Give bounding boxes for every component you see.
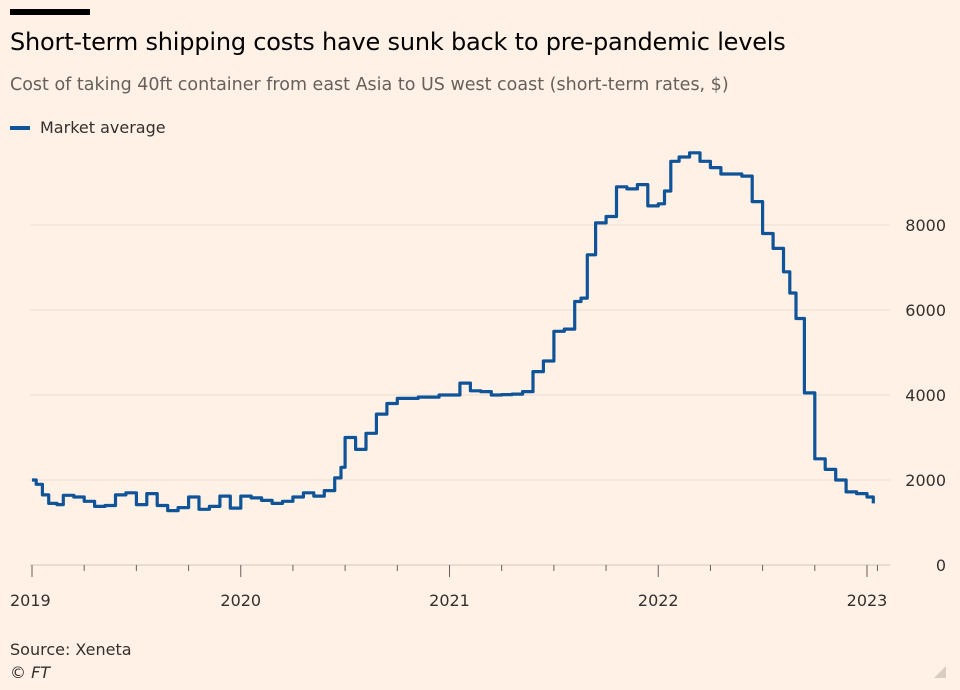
brand-bar bbox=[10, 9, 90, 15]
x-tick-label: 2023 bbox=[847, 591, 888, 610]
source-note: Source: Xeneta bbox=[10, 640, 132, 659]
x-tick-label: 2019 bbox=[10, 591, 51, 610]
legend: Market average bbox=[10, 118, 166, 137]
x-tick-label: 2020 bbox=[220, 591, 261, 610]
y-tick-label: 4000 bbox=[905, 386, 946, 405]
copyright-note: © FT bbox=[10, 663, 51, 682]
legend-label: Market average bbox=[40, 118, 166, 137]
grid-lines bbox=[30, 224, 890, 566]
chart-subtitle: Cost of taking 40ft container from east … bbox=[10, 75, 729, 95]
legend-swatch bbox=[10, 125, 30, 130]
x-tick-label: 2022 bbox=[638, 591, 679, 610]
x-tick-label: 2021 bbox=[429, 591, 470, 610]
y-tick-label: 8000 bbox=[905, 216, 946, 235]
resize-corner-icon bbox=[934, 666, 946, 678]
series-layer bbox=[32, 151, 875, 513]
y-axis: 0 2000 4000 6000 8000 bbox=[905, 216, 946, 575]
y-tick-label: 6000 bbox=[905, 301, 946, 320]
chart-title: Short-term shipping costs have sunk back… bbox=[10, 28, 786, 56]
y-tick-label: 0 bbox=[936, 556, 946, 575]
x-axis: 2019 2020 2021 2022 2023 bbox=[10, 564, 890, 610]
y-tick-label: 2000 bbox=[905, 471, 946, 490]
series-line-market-average bbox=[32, 151, 875, 513]
